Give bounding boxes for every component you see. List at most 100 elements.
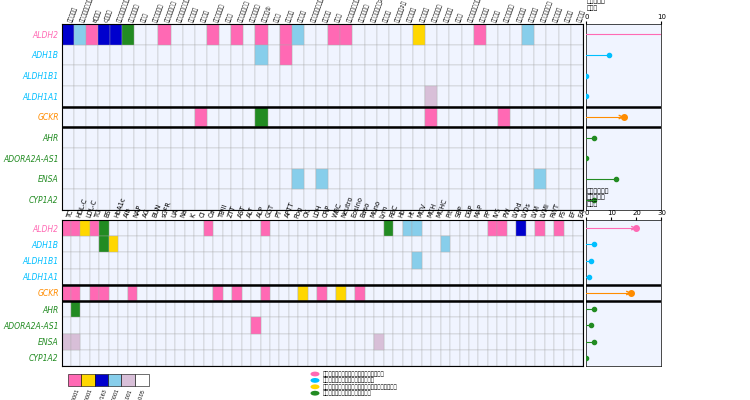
Bar	[223, 334, 232, 350]
Bar	[564, 285, 573, 301]
Bar	[74, 24, 86, 45]
Bar	[146, 107, 158, 127]
Bar	[256, 45, 268, 65]
Bar	[110, 65, 122, 86]
Bar	[586, 24, 662, 45]
Bar	[280, 220, 289, 236]
Bar	[156, 220, 166, 236]
Bar	[488, 317, 497, 334]
Bar	[176, 301, 184, 317]
Bar	[270, 220, 280, 236]
Bar	[270, 252, 280, 269]
Bar	[425, 107, 437, 127]
Bar	[156, 269, 166, 285]
Bar	[376, 189, 388, 210]
Bar	[486, 24, 498, 45]
Bar	[340, 127, 352, 148]
Bar	[413, 301, 422, 317]
Bar	[469, 269, 478, 285]
Bar	[232, 220, 242, 236]
Bar	[554, 317, 564, 334]
Bar	[547, 127, 559, 148]
Bar	[184, 285, 194, 301]
Bar	[536, 285, 544, 301]
Bar	[156, 285, 166, 301]
Bar	[260, 334, 270, 350]
Bar	[449, 86, 461, 107]
Bar	[554, 334, 564, 350]
Bar	[62, 334, 71, 350]
Bar	[486, 189, 498, 210]
Bar	[231, 148, 243, 169]
Bar	[74, 45, 86, 65]
Bar	[71, 350, 80, 366]
Bar	[534, 169, 547, 189]
Bar	[122, 169, 134, 189]
Bar	[586, 86, 662, 107]
Bar	[195, 65, 207, 86]
Bar	[364, 45, 376, 65]
Bar	[292, 65, 304, 86]
Bar	[393, 269, 403, 285]
Bar	[474, 107, 486, 127]
Bar	[251, 301, 260, 317]
Bar	[534, 107, 547, 127]
Bar	[317, 350, 327, 366]
Bar	[364, 252, 374, 269]
Bar	[401, 86, 413, 107]
Bar	[184, 269, 194, 285]
Bar	[327, 285, 336, 301]
Bar	[147, 317, 156, 334]
Bar	[80, 301, 90, 317]
Bar	[298, 301, 308, 317]
Bar	[571, 169, 583, 189]
Bar	[166, 301, 176, 317]
Bar	[328, 127, 340, 148]
Bar	[547, 169, 559, 189]
Bar	[166, 317, 176, 334]
Bar	[586, 220, 662, 236]
Bar	[573, 350, 583, 366]
Bar	[571, 24, 583, 45]
Bar	[469, 285, 478, 301]
Bar	[403, 334, 412, 350]
Bar	[137, 317, 147, 334]
Bar	[328, 24, 340, 45]
Bar	[384, 252, 393, 269]
Bar	[554, 220, 564, 236]
Bar	[328, 107, 340, 127]
Bar	[270, 317, 280, 334]
Bar	[364, 350, 374, 366]
Bar	[497, 334, 507, 350]
Bar	[374, 269, 384, 285]
Bar	[376, 24, 388, 45]
Bar	[219, 24, 231, 45]
Bar	[384, 350, 393, 366]
Bar	[450, 317, 460, 334]
Bar	[478, 350, 488, 366]
Bar	[498, 86, 510, 107]
Bar	[356, 252, 364, 269]
Bar	[98, 107, 110, 127]
Bar	[517, 334, 526, 350]
Bar	[207, 24, 219, 45]
Bar	[317, 285, 327, 301]
Bar	[204, 350, 213, 366]
Bar	[251, 350, 260, 366]
Bar	[243, 107, 256, 127]
Bar	[110, 148, 122, 169]
Bar	[137, 220, 147, 236]
Bar	[98, 65, 110, 86]
Bar	[469, 220, 478, 236]
Bar	[270, 350, 280, 366]
Bar	[346, 220, 355, 236]
Bar	[308, 301, 317, 317]
Bar	[586, 148, 662, 169]
Bar	[204, 334, 213, 350]
Bar	[280, 24, 292, 45]
Bar	[204, 220, 213, 236]
Bar	[384, 301, 393, 317]
Bar	[118, 220, 128, 236]
Bar	[450, 236, 460, 252]
Bar	[80, 220, 90, 236]
